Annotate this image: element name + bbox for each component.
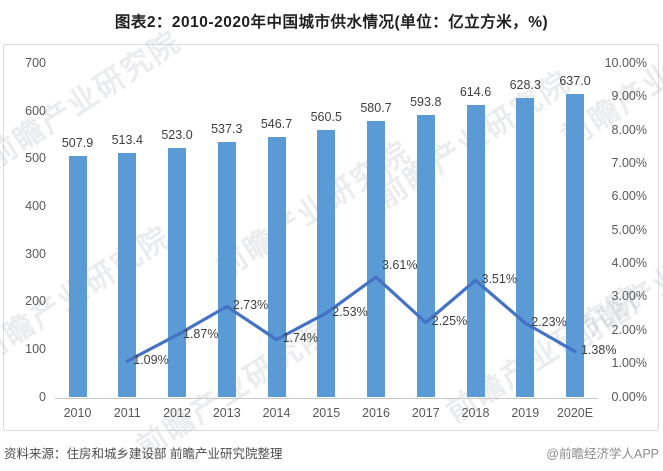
bar-2010 <box>68 155 87 398</box>
y-axis-right-tick: 7.00% <box>611 156 647 171</box>
bar-2013 <box>217 141 236 398</box>
y-axis-left-tick: 500 <box>25 151 46 166</box>
x-axis-tick: 2020E <box>556 405 594 420</box>
x-axis-tick: 2019 <box>511 405 540 420</box>
x-axis-tick: 2011 <box>113 405 141 420</box>
bar-value-label: 523.0 <box>161 128 193 143</box>
x-axis-tick: 2016 <box>362 405 390 420</box>
y-axis-right-tick: 5.00% <box>611 222 647 237</box>
bar-value-label: 637.0 <box>559 74 591 88</box>
bar-2015 <box>317 130 336 398</box>
bar-value-label: 546.7 <box>260 117 293 132</box>
y-axis-left-tick: 0 <box>39 389 46 404</box>
x-axis-tick: 2013 <box>212 405 241 420</box>
line-value-label: 2.73% <box>232 298 269 313</box>
y-axis-left-tick: 200 <box>25 294 46 309</box>
line-value-label: 1.87% <box>183 327 219 342</box>
y-axis-right-tick: 9.00% <box>611 89 647 104</box>
bar-2019 <box>516 98 535 398</box>
bar-2020E <box>566 94 584 398</box>
bar-2014 <box>267 137 286 398</box>
line-value-label: 1.38% <box>581 343 617 358</box>
y-axis-left-tick: 100 <box>25 341 46 356</box>
x-axis-tick: 2015 <box>312 405 341 420</box>
brand-note: @前瞻经济学人APP <box>546 447 659 461</box>
y-axis-right-tick: 4.00% <box>611 256 647 271</box>
x-axis-tick: 2010 <box>63 405 92 420</box>
bar-2016 <box>367 120 385 398</box>
line-value-label: 1.74% <box>282 331 318 346</box>
source-note: 资料来源：住房和城乡建设部 前瞻产业研究院整理 <box>4 447 283 461</box>
line-value-label: 2.53% <box>332 305 368 320</box>
bar-2018 <box>466 104 485 398</box>
y-axis-right-tick: 10.00% <box>604 56 647 70</box>
bar-value-label: 507.9 <box>61 135 94 150</box>
bar-value-label: 513.4 <box>111 132 143 147</box>
bar-2017 <box>416 114 435 398</box>
bar-value-label: 628.3 <box>509 78 541 93</box>
x-axis-line <box>55 397 598 399</box>
bar-2012 <box>168 148 186 398</box>
line-value-label: 3.61% <box>382 258 418 273</box>
chart-title: 图表2：2010-2020年中国城市供水情况(单位：亿立方米，%) <box>114 14 549 31</box>
y-axis-right-tick: 6.00% <box>611 189 647 204</box>
y-axis-left-tick: 400 <box>25 198 46 213</box>
line-value-label: 2.23% <box>531 315 567 330</box>
bar-2011 <box>118 152 137 398</box>
y-axis-right-tick: 1.00% <box>611 356 647 371</box>
line-value-label: 2.25% <box>431 314 468 329</box>
bar-value-label: 537.3 <box>211 121 243 136</box>
bar-value-label: 593.8 <box>410 94 442 109</box>
bar-value-label: 614.6 <box>459 84 492 99</box>
y-axis-left-tick: 600 <box>25 103 46 118</box>
y-axis-left-tick: 300 <box>25 246 46 261</box>
y-axis-right-tick: 8.00% <box>611 122 647 137</box>
y-axis-right-tick: 3.00% <box>611 289 647 304</box>
bar-value-label: 560.5 <box>310 110 342 125</box>
y-axis-right-tick: 2.00% <box>611 322 647 337</box>
x-axis-tick: 2012 <box>163 405 191 420</box>
plot-area-border <box>3 44 659 431</box>
x-axis-tick: 2014 <box>262 405 291 420</box>
bar-value-label: 580.7 <box>360 100 392 115</box>
line-value-label: 1.09% <box>133 353 169 368</box>
y-axis-right-tick: 0.00% <box>611 389 647 404</box>
x-axis-tick: 2017 <box>411 405 440 420</box>
line-value-label: 3.51% <box>481 272 517 287</box>
y-axis-left-tick: 700 <box>25 56 46 70</box>
x-axis-tick: 2018 <box>461 405 490 420</box>
